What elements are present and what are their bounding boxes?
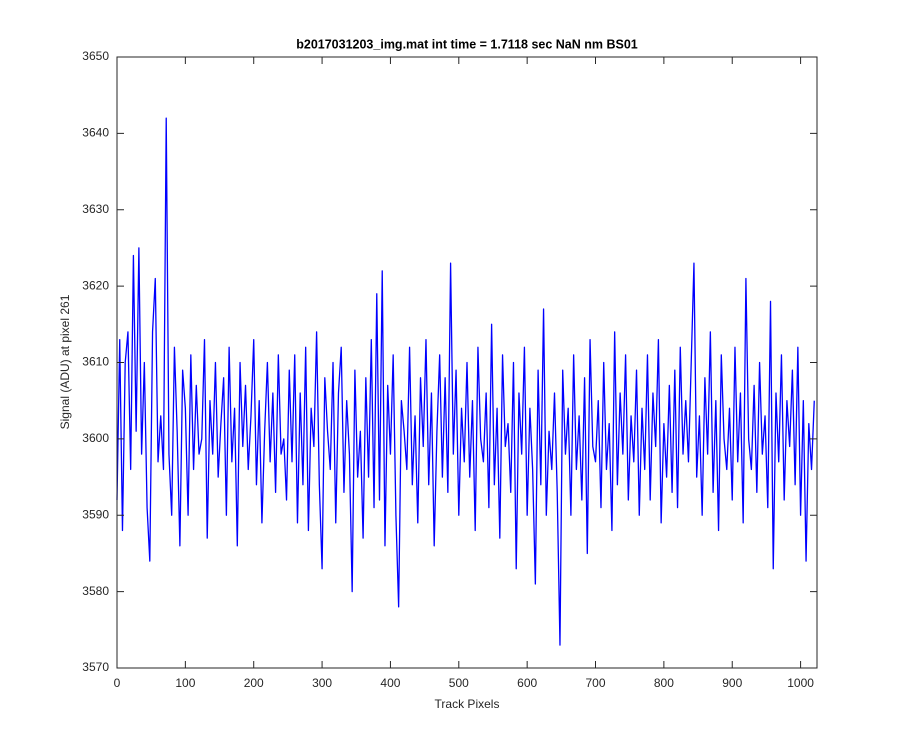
chart-title: b2017031203_img.mat int time = 1.7118 se…: [296, 37, 638, 51]
signal-line: [116, 117, 815, 646]
x-tick-label: 600: [517, 676, 537, 690]
x-tick-label: 200: [244, 676, 264, 690]
y-tick-label: 3580: [82, 584, 109, 598]
y-tick-label: 3650: [82, 49, 109, 63]
y-tick-label: 3620: [82, 278, 109, 292]
x-tick-label: 800: [654, 676, 674, 690]
y-tick-label: 3630: [82, 202, 109, 216]
x-tick-label: 700: [586, 676, 606, 690]
y-axis-label: Signal (ADU) at pixel 261: [58, 294, 72, 429]
x-tick-label: 100: [175, 676, 195, 690]
y-tick-label: 3600: [82, 431, 109, 445]
x-axis-label: Track Pixels: [435, 697, 500, 711]
x-tick-label: 400: [380, 676, 400, 690]
y-tick-label: 3610: [82, 355, 109, 369]
y-tick-label: 3590: [82, 507, 109, 521]
y-tick-label: 3570: [82, 660, 109, 674]
x-tick-label: 0: [114, 676, 121, 690]
x-tick-label: 900: [722, 676, 742, 690]
x-tick-label: 1000: [787, 676, 814, 690]
x-tick-label: 500: [449, 676, 469, 690]
x-tick-label: 300: [312, 676, 332, 690]
y-tick-label: 3640: [82, 126, 109, 140]
